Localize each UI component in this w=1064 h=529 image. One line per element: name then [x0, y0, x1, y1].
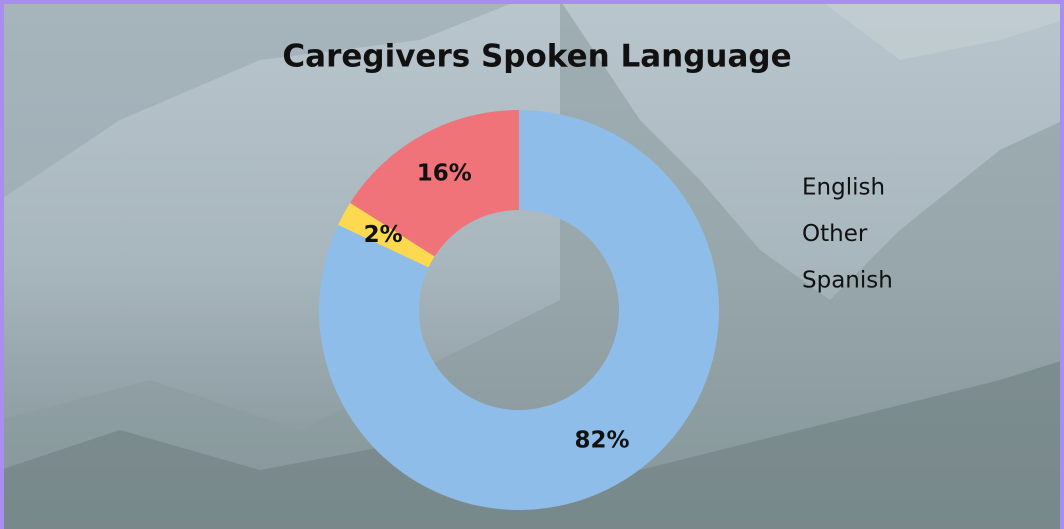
cloud	[820, 0, 1064, 60]
data-label: 82%	[575, 427, 630, 453]
chart-title: Caregivers Spoken Language	[282, 39, 791, 75]
data-label: 16%	[417, 161, 472, 187]
data-label: 2%	[364, 222, 403, 248]
donut	[318, 109, 719, 510]
mountain	[0, 360, 1064, 529]
legend-label: English	[802, 175, 885, 201]
mountain	[0, 0, 520, 200]
legend-label: Spanish	[802, 268, 893, 294]
legend-label: Other	[802, 221, 868, 247]
donut-slice	[318, 110, 719, 510]
donut-slice	[350, 109, 519, 257]
donut-slice	[338, 202, 435, 268]
